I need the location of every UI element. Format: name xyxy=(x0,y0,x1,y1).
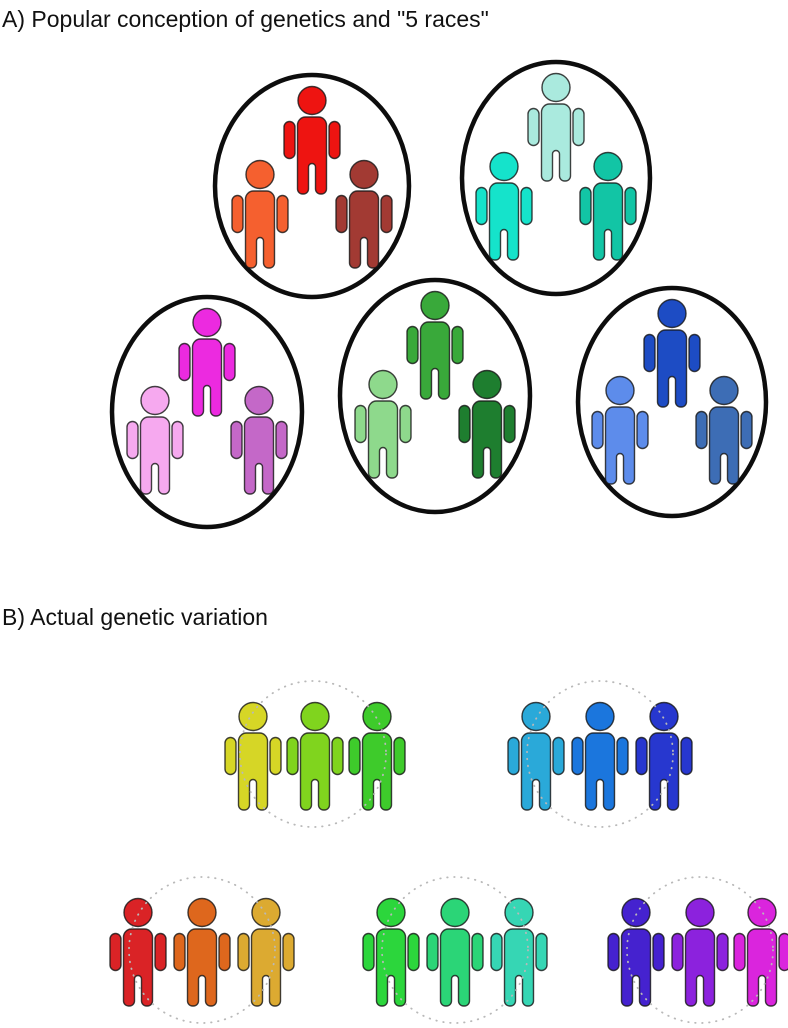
person-icon-green-top xyxy=(406,290,464,400)
panel-b-group-green-teal xyxy=(362,876,548,1024)
dotted-variation-circle xyxy=(239,680,387,828)
person-icon-red-left xyxy=(231,159,289,269)
person-icon-green-right xyxy=(458,369,516,479)
person-icon-magenta-top xyxy=(178,307,236,417)
person-icon-blue-right xyxy=(695,375,753,485)
panel-a-title: A) Popular conception of genetics and "5… xyxy=(2,6,489,32)
person-icon-magenta-right xyxy=(230,385,288,495)
person-icon-green-left xyxy=(354,369,412,479)
panel-a-group-blue xyxy=(575,285,769,519)
panel-a-group-cyan xyxy=(459,59,653,297)
person-icon-yellow-green-1 xyxy=(286,701,344,811)
person-icon-red-orange-gold-0 xyxy=(109,897,167,1007)
dotted-variation-circle xyxy=(526,680,674,828)
panel-b-title: B) Actual genetic variation xyxy=(2,604,268,630)
panel-b-group-violet-purple-magenta xyxy=(607,876,788,1024)
person-icon-violet-purple-magenta-1 xyxy=(671,897,729,1007)
person-icon-red-top xyxy=(283,85,341,195)
person-icon-blue-2 xyxy=(635,701,693,811)
panel-b-group-blue xyxy=(507,680,693,828)
person-icon-blue-0 xyxy=(507,701,565,811)
panel-b-group-red-orange-gold xyxy=(109,876,295,1024)
person-icon-green-teal-1 xyxy=(426,897,484,1007)
panel-a-group-magenta xyxy=(109,294,305,530)
person-icon-green-teal-2 xyxy=(490,897,548,1007)
panel-a-group-red xyxy=(212,72,412,300)
person-icon-red-orange-gold-1 xyxy=(173,897,231,1007)
dotted-variation-circle xyxy=(626,876,774,1024)
panel-a-group-green xyxy=(337,277,533,515)
person-icon-green-teal-0 xyxy=(362,897,420,1007)
person-icon-violet-purple-magenta-0 xyxy=(607,897,665,1007)
person-icon-red-orange-gold-2 xyxy=(237,897,295,1007)
person-icon-blue-1 xyxy=(571,701,629,811)
person-icon-yellow-green-0 xyxy=(224,701,282,811)
person-icon-violet-purple-magenta-2 xyxy=(733,897,788,1007)
person-icon-cyan-top xyxy=(527,72,585,182)
person-icon-magenta-left xyxy=(126,385,184,495)
person-icon-blue-top xyxy=(643,298,701,408)
person-icon-blue-left xyxy=(591,375,649,485)
person-icon-cyan-right xyxy=(579,151,637,261)
panel-b-group-yellow-green xyxy=(224,680,406,828)
dotted-variation-circle xyxy=(128,876,276,1024)
person-icon-red-right xyxy=(335,159,393,269)
dotted-variation-circle xyxy=(381,876,529,1024)
person-icon-yellow-green-2 xyxy=(348,701,406,811)
person-icon-cyan-left xyxy=(475,151,533,261)
